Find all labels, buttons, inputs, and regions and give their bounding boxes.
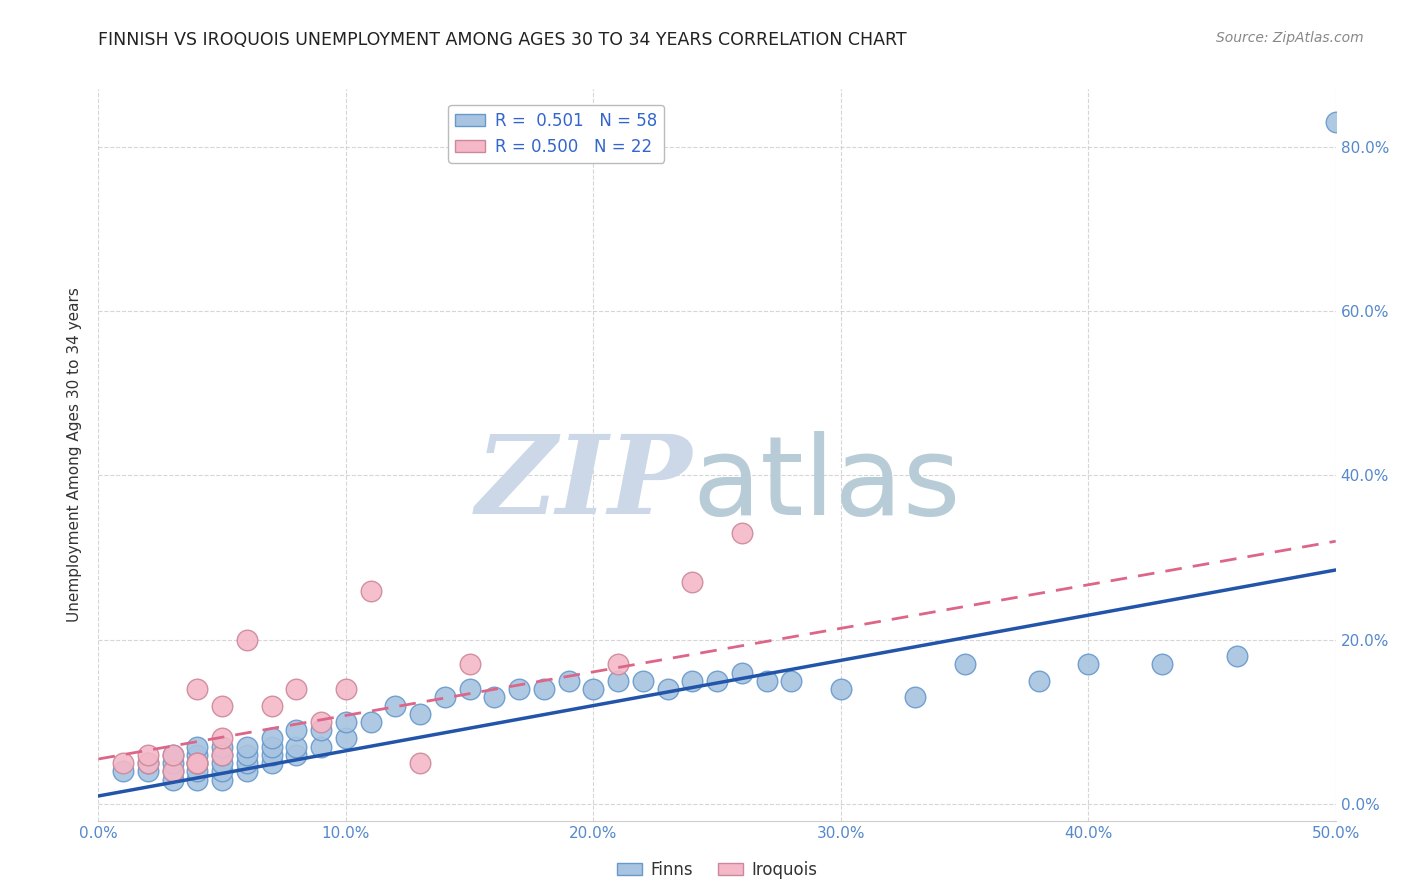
Point bbox=[236, 632, 259, 647]
Point bbox=[1077, 657, 1099, 672]
Point bbox=[112, 764, 135, 779]
Point bbox=[1324, 115, 1347, 129]
Point bbox=[508, 682, 530, 697]
Point bbox=[335, 714, 357, 729]
Point bbox=[136, 756, 159, 771]
Point bbox=[112, 756, 135, 771]
Point bbox=[681, 575, 703, 590]
Point bbox=[211, 756, 233, 771]
Point bbox=[136, 756, 159, 771]
Point bbox=[285, 682, 308, 697]
Point bbox=[384, 698, 406, 713]
Point bbox=[211, 772, 233, 787]
Text: ZIP: ZIP bbox=[475, 431, 692, 538]
Point bbox=[309, 739, 332, 754]
Point bbox=[731, 665, 754, 680]
Point bbox=[533, 682, 555, 697]
Point bbox=[236, 747, 259, 762]
Point bbox=[360, 714, 382, 729]
Point bbox=[186, 764, 208, 779]
Point bbox=[706, 673, 728, 688]
Point bbox=[731, 526, 754, 541]
Point bbox=[631, 673, 654, 688]
Point bbox=[484, 690, 506, 705]
Point bbox=[186, 747, 208, 762]
Point bbox=[335, 731, 357, 746]
Point bbox=[136, 764, 159, 779]
Point bbox=[1226, 649, 1249, 664]
Point bbox=[162, 747, 184, 762]
Point bbox=[186, 739, 208, 754]
Point bbox=[607, 673, 630, 688]
Point bbox=[409, 756, 432, 771]
Point bbox=[260, 739, 283, 754]
Point bbox=[211, 739, 233, 754]
Point bbox=[1028, 673, 1050, 688]
Point bbox=[285, 747, 308, 762]
Point bbox=[309, 714, 332, 729]
Y-axis label: Unemployment Among Ages 30 to 34 years: Unemployment Among Ages 30 to 34 years bbox=[67, 287, 83, 623]
Point bbox=[162, 772, 184, 787]
Point bbox=[285, 739, 308, 754]
Point bbox=[582, 682, 605, 697]
Point bbox=[260, 698, 283, 713]
Point bbox=[433, 690, 456, 705]
Point bbox=[211, 731, 233, 746]
Point bbox=[780, 673, 803, 688]
Legend: Finns, Iroquois: Finns, Iroquois bbox=[610, 855, 824, 886]
Point bbox=[211, 764, 233, 779]
Point bbox=[236, 739, 259, 754]
Point bbox=[260, 747, 283, 762]
Point bbox=[607, 657, 630, 672]
Point bbox=[657, 682, 679, 697]
Point bbox=[309, 723, 332, 738]
Point bbox=[830, 682, 852, 697]
Point bbox=[186, 756, 208, 771]
Point bbox=[186, 756, 208, 771]
Point bbox=[755, 673, 778, 688]
Point bbox=[162, 764, 184, 779]
Text: atlas: atlas bbox=[692, 431, 960, 538]
Point bbox=[285, 723, 308, 738]
Point bbox=[557, 673, 579, 688]
Point bbox=[236, 756, 259, 771]
Point bbox=[136, 747, 159, 762]
Point bbox=[211, 747, 233, 762]
Point bbox=[162, 764, 184, 779]
Point bbox=[211, 747, 233, 762]
Point bbox=[904, 690, 927, 705]
Point bbox=[186, 772, 208, 787]
Point bbox=[236, 764, 259, 779]
Point bbox=[458, 657, 481, 672]
Point bbox=[186, 682, 208, 697]
Point bbox=[335, 682, 357, 697]
Point bbox=[260, 731, 283, 746]
Point bbox=[953, 657, 976, 672]
Point bbox=[458, 682, 481, 697]
Point bbox=[409, 706, 432, 721]
Text: FINNISH VS IROQUOIS UNEMPLOYMENT AMONG AGES 30 TO 34 YEARS CORRELATION CHART: FINNISH VS IROQUOIS UNEMPLOYMENT AMONG A… bbox=[98, 31, 907, 49]
Point bbox=[162, 756, 184, 771]
Point bbox=[162, 747, 184, 762]
Point bbox=[1152, 657, 1174, 672]
Text: Source: ZipAtlas.com: Source: ZipAtlas.com bbox=[1216, 31, 1364, 45]
Point bbox=[260, 756, 283, 771]
Point bbox=[186, 756, 208, 771]
Point bbox=[360, 583, 382, 598]
Point bbox=[211, 698, 233, 713]
Point bbox=[681, 673, 703, 688]
